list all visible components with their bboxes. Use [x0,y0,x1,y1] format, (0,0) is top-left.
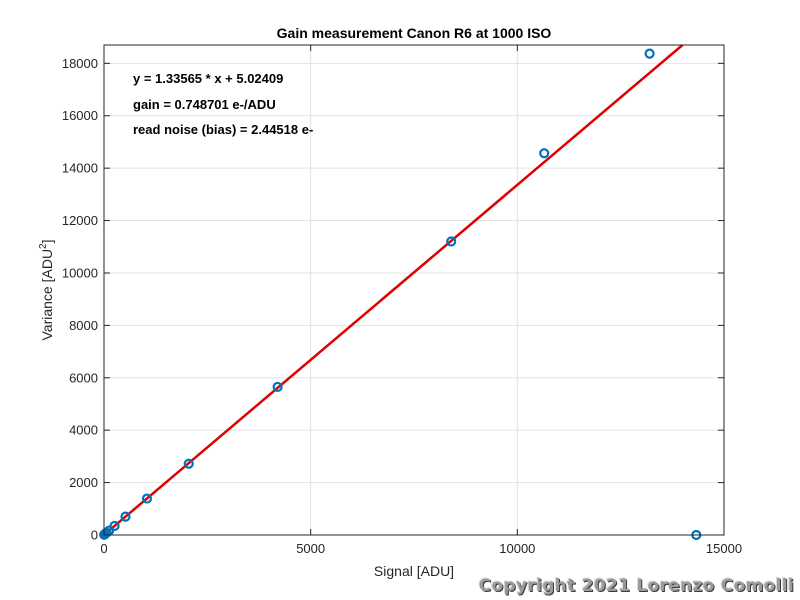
y-axis-label-main: Variance [ADU [39,249,55,341]
y-tick-label: 0 [91,528,98,543]
x-tick-label: 0 [100,541,107,556]
data-point [141,493,153,504]
y-tick-label: 12000 [62,213,98,228]
x-tick-label: 5000 [296,541,325,556]
x-tick-label: 10000 [499,541,535,556]
y-tick-label: 16000 [62,108,98,123]
y-tick-label: 2000 [69,475,98,490]
data-point [272,381,283,393]
fit-line [103,44,684,536]
data-point [644,48,655,59]
y-tick-label: 4000 [69,423,98,438]
y-tick-label: 14000 [62,161,98,176]
x-tick-label: 15000 [706,541,742,556]
data-point [120,511,131,522]
y-axis-label-superscript: 2 [38,243,49,249]
x-axis-ticks: 0 5000 10000 15000 [100,45,742,556]
data-point [539,148,550,159]
plot-area [104,45,724,535]
y-axis-label: Variance [ADU2] [38,239,55,340]
x-axis-label: Signal [ADU] [374,563,454,579]
plot-frame [103,44,725,536]
y-tick-label: 10000 [62,265,98,280]
y-tick-label: 8000 [69,318,98,333]
y-axis-label-close: ] [39,239,55,243]
annotation-gain: gain = 0.748701 e-/ADU [133,97,276,112]
y-axis-ticks: 0 2000 4000 6000 8000 10000 12000 14000 16000 180… [62,56,724,543]
annotation-read-noise: read noise (bias) = 2.44518 e- [133,122,313,137]
annotation-fit-equation: y = 1.33565 * x + 5.02409 [133,71,283,86]
grid-lines [104,45,724,535]
fit-line-group [103,44,684,536]
y-tick-label: 6000 [69,370,98,385]
data-point [183,458,194,469]
data-point [446,236,457,247]
y-tick-label: 18000 [62,56,98,71]
copyright-watermark: Copyright 2021 Lorenzo Comolli [478,576,794,596]
chart-title: Gain measurement Canon R6 at 1000 ISO [277,25,552,41]
data-point [109,520,120,532]
